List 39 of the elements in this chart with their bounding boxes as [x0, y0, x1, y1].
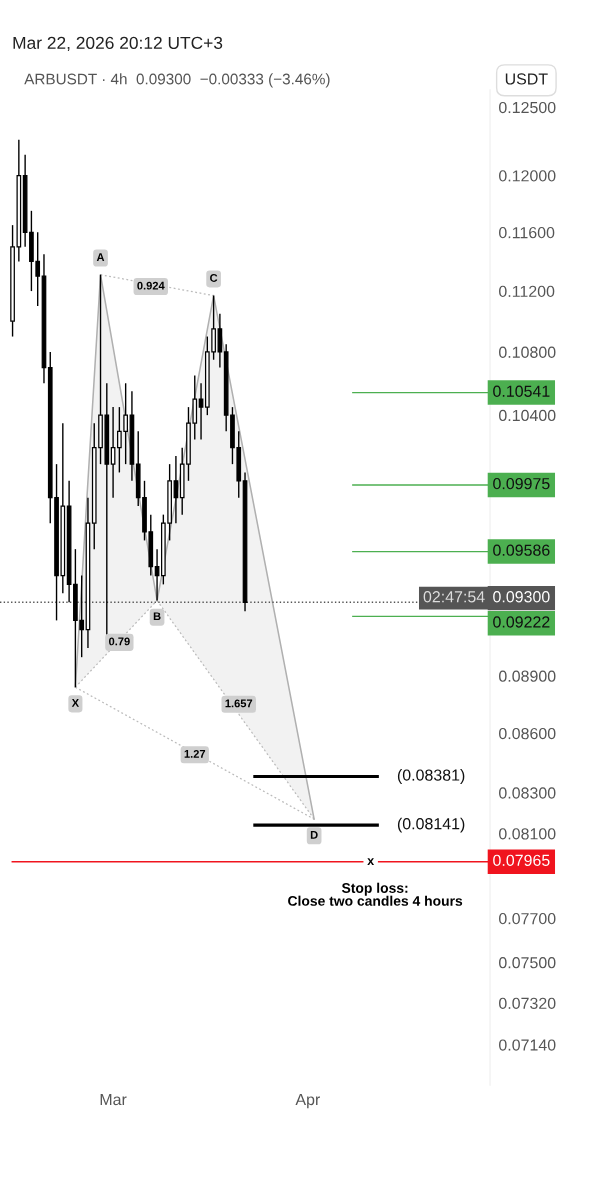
y-tick-label: 0.10800: [499, 346, 556, 358]
chart-subtitle: Mar 22, 2026 20:12 UTC+3: [13, 36, 223, 52]
y-tick-label: 0.08600: [499, 727, 556, 740]
annotation: 02:47:54: [423, 591, 485, 603]
annotation: B: [153, 612, 161, 621]
text: USDT: [505, 73, 548, 85]
y-tick-label: 0.08300: [499, 787, 556, 799]
y-tick-label: 0.07700: [499, 912, 556, 925]
annotation: A: [96, 253, 105, 261]
annotation: Stop loss: Close two candles 4 hours: [288, 882, 463, 906]
x-tick-label: Mar: [100, 1094, 127, 1106]
annotation: X: [71, 699, 79, 707]
annotation: 0.79: [109, 637, 130, 646]
y-tick-label: 0.08900: [499, 670, 556, 682]
annotation: C: [210, 274, 218, 282]
y-tick-label: 0.12000: [499, 170, 556, 182]
y-tick-label: 0.08100: [499, 828, 556, 840]
y-tick-label: 0.11200: [499, 285, 555, 298]
y-tick-label: 0.12500: [499, 101, 556, 114]
ref-line-label: 0.09222: [493, 616, 550, 628]
y-tick-label: 0.10400: [499, 409, 556, 422]
annotation: 1.657: [225, 699, 253, 708]
y-tick-label: 0.11600: [499, 226, 555, 239]
ref-line-label: 0.10541: [493, 385, 550, 397]
ref-line-label: (0.08141): [397, 817, 465, 833]
x-tick-label: Apr: [295, 1094, 321, 1109]
y-tick-label: 0.07320: [499, 997, 556, 1010]
annotation: D: [310, 831, 318, 839]
annotation: x: [367, 858, 375, 865]
ref-line-label: (0.08381): [397, 769, 465, 784]
chart-title: ARBUSDT · 4h 0.09300 −0.00333 (−3.46%): [24, 73, 330, 88]
ref-line-label: 0.07965: [493, 854, 550, 866]
ref-line-label: 0.09300: [493, 591, 550, 603]
y-tick-label: 0.07140: [499, 1039, 556, 1051]
ref-line-label: 0.09586: [493, 544, 550, 556]
annotation: 1.27: [184, 749, 206, 758]
ref-line-label: 0.09975: [493, 477, 550, 490]
annotation: 0.924: [137, 281, 165, 290]
y-tick-label: 0.07500: [499, 957, 556, 969]
